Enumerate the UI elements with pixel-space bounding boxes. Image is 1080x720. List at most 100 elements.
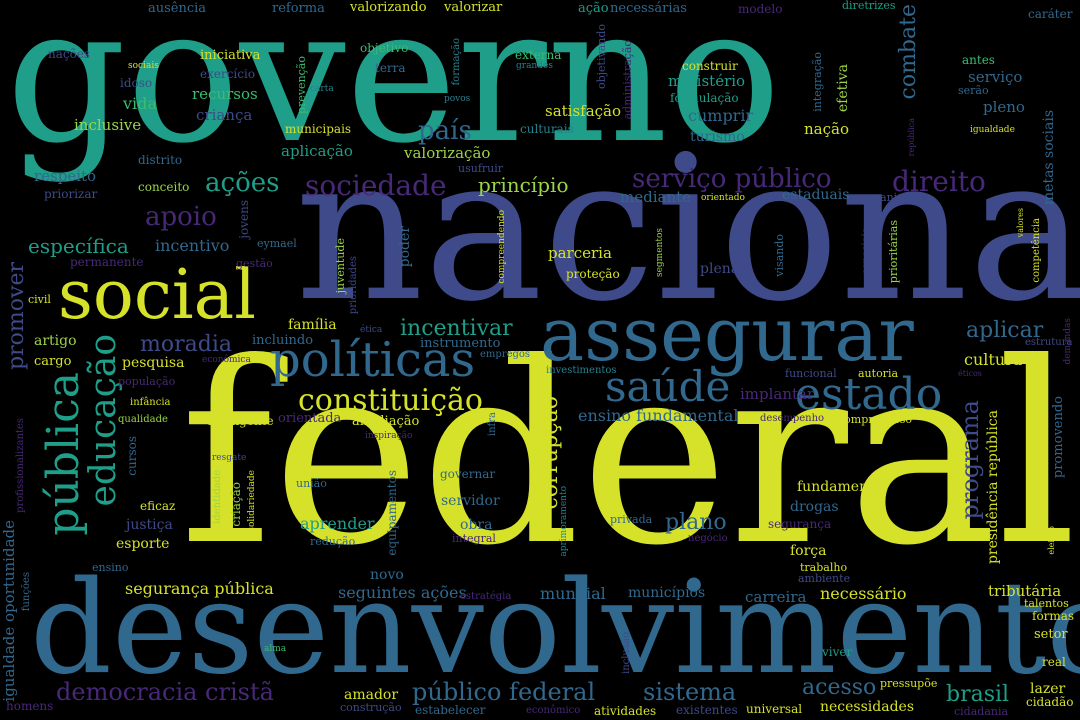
- word-terra: terra: [375, 61, 406, 75]
- word-publica: pública: [38, 372, 89, 536]
- word-iniciativa: iniciativa: [200, 48, 261, 63]
- word-implantar: implantar: [740, 385, 815, 403]
- word-compromisso: compromisso: [838, 413, 912, 426]
- word-carta: carta: [310, 84, 334, 94]
- word-acao: ação: [578, 1, 609, 16]
- word-novo: novo: [370, 567, 404, 583]
- word-civil: civil: [28, 293, 51, 306]
- word-integracao: integração: [811, 52, 824, 112]
- word-valorizacao: valorização: [404, 144, 491, 162]
- word-ensino: ensino: [92, 561, 129, 574]
- word-distrito: distrito: [138, 153, 183, 167]
- word-educacao: educação: [83, 334, 124, 507]
- word-efetiva: efetiva: [835, 64, 851, 113]
- word-estabelecer: estabelecer: [415, 703, 486, 717]
- word-necessarias: necessárias: [610, 1, 687, 16]
- word-identidade: identidade: [212, 470, 223, 524]
- word-seguintes-acoes: seguintes ações: [338, 583, 467, 602]
- word-incentivo: incentivo: [155, 236, 230, 255]
- word-municipios: municípios: [628, 585, 706, 601]
- word-alma: alma: [264, 644, 287, 654]
- word-pais: país: [418, 116, 472, 146]
- word-turismo: turismo: [690, 129, 745, 145]
- word-carreira: carreira: [745, 588, 807, 606]
- word-cidadania: cidadania: [954, 705, 1009, 718]
- word-competencia: competência: [1031, 218, 1042, 283]
- word-homens: homens: [6, 699, 54, 713]
- word-participacao: participação: [1051, 228, 1062, 292]
- word-infra: infra: [487, 412, 498, 437]
- word-setor: setor: [1034, 627, 1068, 642]
- word-objetivo: objetivo: [360, 41, 409, 55]
- word-aplicar: aplicar: [966, 318, 1044, 343]
- word-protecao: proteção: [566, 267, 620, 281]
- word-sociedade: sociedade: [305, 169, 447, 202]
- word-estado: estado: [795, 369, 943, 420]
- word-municipais: municipais: [285, 122, 352, 136]
- word-priorizar: priorizar: [44, 187, 98, 201]
- word-republica: república: [907, 118, 916, 157]
- word-serao: serão: [958, 84, 989, 97]
- word-exercicio: exercício: [200, 67, 256, 81]
- word-cargo: cargo: [34, 354, 72, 369]
- word-real: real: [1042, 655, 1066, 669]
- word-valores: valores: [1016, 208, 1025, 238]
- word-apoio: apoio: [145, 202, 217, 232]
- word-artigo: artigo: [34, 333, 77, 349]
- word-existentes: existentes: [676, 703, 738, 717]
- word-desempenho: desempenho: [760, 413, 825, 424]
- word-povos: povos: [444, 94, 471, 104]
- word-juventude: juventude: [334, 238, 347, 294]
- word-autoria: autoria: [858, 367, 899, 380]
- word-recursos: recursos: [192, 85, 258, 103]
- word-ambiente: ambiente: [798, 572, 851, 585]
- word-satisfacao: satisfação: [545, 102, 622, 120]
- word-federal: federal: [180, 309, 1077, 600]
- word-uniao: união: [296, 477, 327, 490]
- word-saude: saúde: [605, 362, 731, 411]
- word-valorizar: valorizar: [444, 0, 503, 15]
- word-nacao: nação: [804, 120, 849, 138]
- word-profissionalizantes: profissionalizantes: [15, 418, 26, 513]
- word-visando: visando: [773, 234, 786, 277]
- word-orientada: orientada: [278, 411, 342, 426]
- word-solidariedade: solidariedade: [247, 470, 257, 532]
- word-necessario: necessário: [820, 584, 907, 603]
- word-construcao: construção: [340, 701, 402, 714]
- word-reforma: reforma: [272, 1, 325, 16]
- word-sociais: sociais: [128, 61, 159, 71]
- word-demandas: demandas: [1063, 318, 1073, 365]
- word-forca: força: [790, 543, 827, 559]
- word-mecanismos: mecanismos: [857, 191, 926, 204]
- word-economico: econômico: [526, 705, 581, 716]
- word-formulacao: formulação: [670, 91, 739, 105]
- word-compreendendo: compreendendo: [497, 210, 507, 284]
- word-universal: universal: [746, 702, 803, 716]
- word-trabalho: trabalho: [800, 561, 848, 574]
- word-necessidades: necessidades: [820, 699, 915, 715]
- word-inspiracao: inspiração: [365, 431, 413, 441]
- word-reducao: redução: [310, 535, 356, 548]
- word-valorizando: valorizando: [350, 0, 427, 15]
- word-ausencia: ausência: [148, 1, 207, 16]
- word-drogas: drogas: [790, 499, 839, 515]
- word-governo: governo: [6, 0, 782, 185]
- word-pressupoe: pressupõe: [880, 677, 938, 690]
- word-cultura: cultura: [964, 350, 1023, 369]
- word-populacao: população: [118, 375, 176, 388]
- word-direito: direito: [892, 165, 986, 198]
- word-poder: poder: [397, 226, 413, 268]
- word-cumprir: cumprir: [688, 106, 754, 125]
- word-metas-sociais: metas sociais: [1041, 110, 1057, 206]
- word-gestao: gestão: [236, 257, 273, 270]
- word-pesquisa: pesquisa: [122, 355, 185, 371]
- word-aplicacao: aplicação: [281, 142, 353, 160]
- word-crianca: criança: [196, 106, 253, 124]
- word-investimentos: investimentos: [546, 365, 617, 376]
- word-sistema: sistema: [643, 678, 737, 706]
- word-programa: programa: [956, 400, 984, 520]
- word-brasil: brasil: [946, 682, 1010, 707]
- word-especifica: específica: [28, 234, 129, 258]
- word-publico-federal: público federal: [412, 678, 596, 706]
